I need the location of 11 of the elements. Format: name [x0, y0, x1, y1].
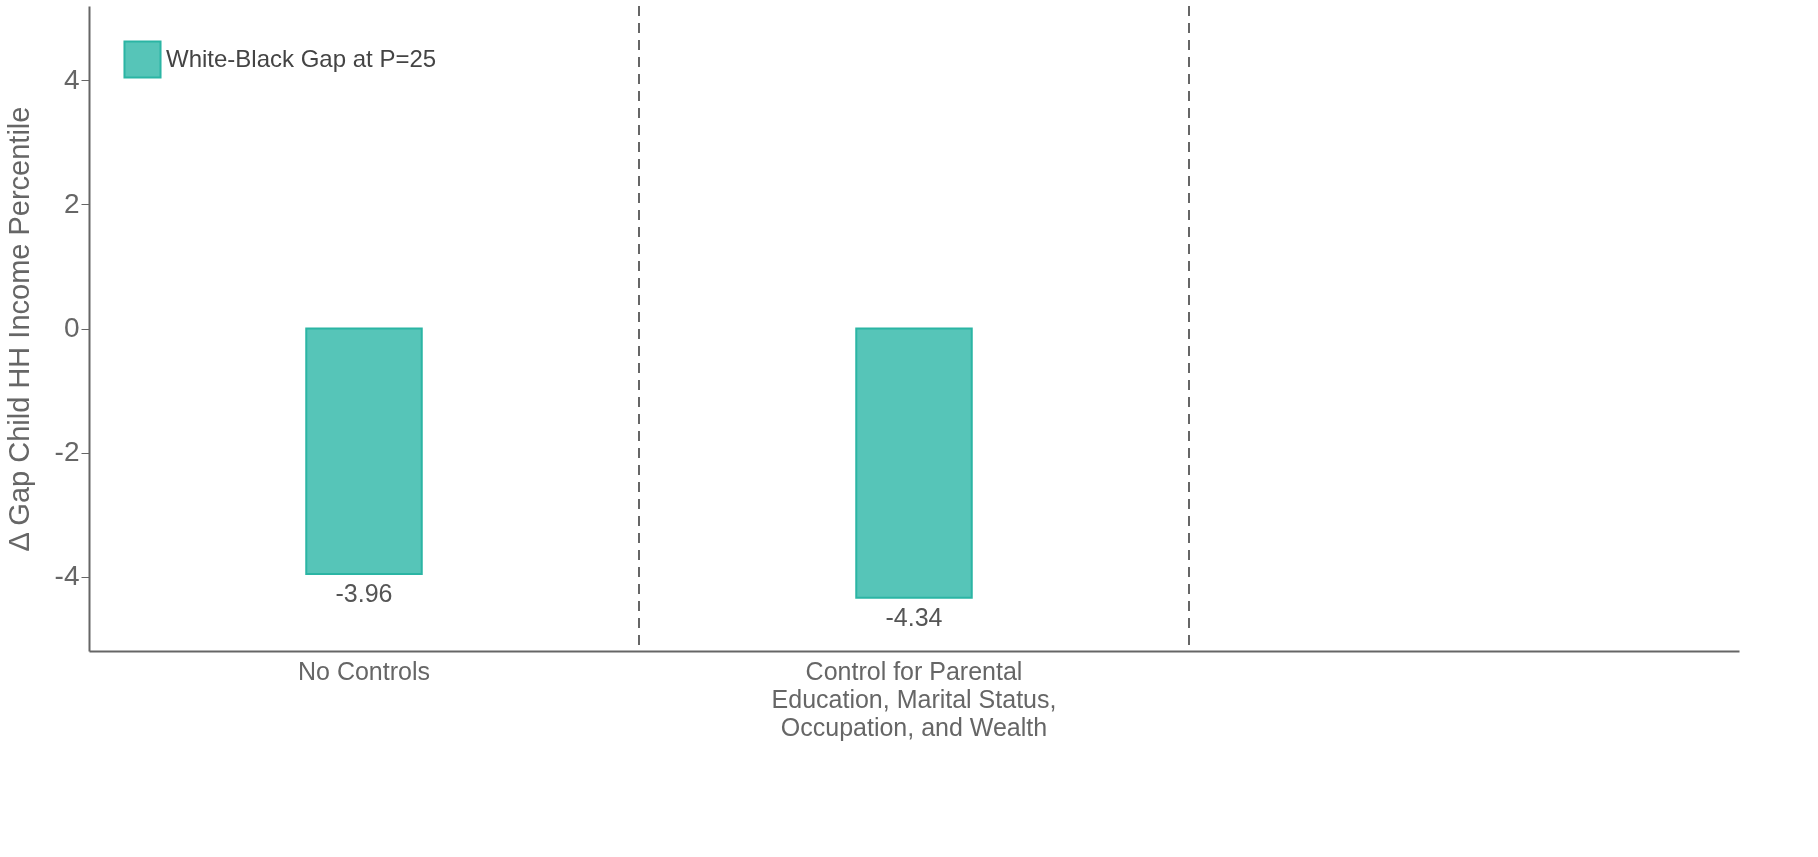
y-tick-label: 4 [63, 63, 80, 95]
y-tick-label: 2 [63, 187, 80, 219]
x-tick-label: Control for Parental Education, Marital Status, Occupation, and Wealth [771, 656, 1057, 741]
y-tick-label: -4 [54, 560, 80, 592]
y-axis-title: Δ Gap Child HH Income Percentile [2, 106, 35, 552]
x-tick-label: No Controls [298, 656, 430, 685]
legend-label: White-Black Gap at P=25 [166, 44, 437, 72]
data-label: -4.34 [885, 602, 943, 631]
y-tick-label: 0 [63, 312, 80, 343]
data-label: -3.96 [335, 579, 393, 608]
y-tick-label: -2 [54, 436, 80, 468]
